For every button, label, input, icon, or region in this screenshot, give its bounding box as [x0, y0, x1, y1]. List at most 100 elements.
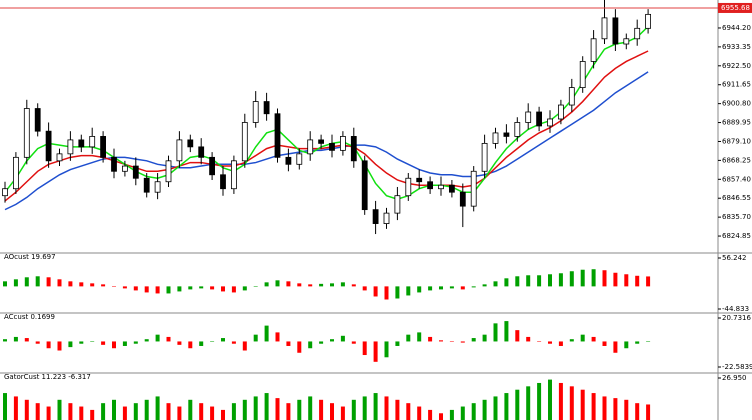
histogram-bar	[624, 341, 629, 349]
histogram-bar	[68, 341, 73, 348]
candle-body	[536, 111, 542, 127]
histogram-bar	[253, 396, 258, 420]
histogram-bar	[122, 286, 127, 289]
y-tick-label: 56.242	[722, 254, 747, 262]
histogram-bar	[449, 286, 454, 289]
histogram-bar	[199, 403, 204, 420]
y-tick-label: 6835.70	[722, 213, 751, 221]
candle-body	[89, 136, 96, 148]
histogram-bar	[166, 286, 171, 294]
histogram-bar	[188, 399, 193, 420]
histogram-bar	[242, 399, 247, 420]
candle-body	[45, 130, 52, 162]
candle-body	[372, 209, 379, 224]
histogram-bar	[122, 341, 127, 346]
histogram-bar	[417, 406, 422, 420]
y-tick-label: 6868.25	[722, 156, 751, 164]
histogram-bar	[362, 341, 367, 356]
histogram-bar	[646, 341, 651, 342]
histogram-bar	[144, 399, 149, 420]
histogram-bar	[613, 341, 618, 353]
histogram-bar	[264, 325, 269, 342]
histogram-bar	[199, 286, 204, 289]
histogram-bar	[13, 279, 18, 287]
histogram-bar	[133, 403, 138, 420]
histogram-bar	[384, 286, 389, 300]
histogram-bar	[286, 281, 291, 287]
histogram-bar	[558, 273, 563, 287]
histogram-bar	[406, 403, 411, 420]
histogram-bar	[101, 284, 106, 287]
histogram-bar	[460, 341, 465, 343]
y-tick-label: 6922.50	[722, 62, 751, 70]
candle-body	[285, 156, 292, 165]
histogram-bar	[253, 286, 258, 287]
candle-body	[612, 17, 619, 45]
candle-body	[230, 160, 237, 190]
histogram-bar	[537, 275, 542, 287]
histogram-bar	[57, 399, 62, 420]
histogram-bar	[330, 283, 334, 287]
histogram-bar	[526, 275, 531, 287]
candle-body	[547, 118, 553, 127]
histogram-bar	[46, 277, 51, 287]
histogram-bar	[471, 403, 476, 420]
histogram-bar	[439, 340, 443, 342]
candle-body	[590, 38, 597, 62]
histogram-bar	[635, 403, 640, 420]
histogram-bar	[210, 286, 215, 290]
histogram-bar	[221, 409, 225, 420]
histogram-bar	[35, 403, 40, 420]
histogram-bar	[144, 286, 149, 293]
candle-body	[339, 136, 346, 151]
y-tick-label: 6900.80	[722, 100, 751, 108]
candle-body	[165, 160, 172, 183]
histogram-bar	[493, 323, 498, 342]
candle-body	[514, 122, 521, 137]
histogram-bar	[362, 396, 367, 420]
y-tick-label: 26.950	[722, 374, 747, 382]
histogram-bar	[635, 341, 640, 344]
histogram-bar	[439, 413, 443, 420]
histogram-bar	[548, 274, 552, 287]
histogram-bar	[515, 330, 520, 342]
candle-body	[307, 139, 314, 155]
y-tick-label: 6911.65	[722, 81, 751, 89]
histogram-bar	[417, 332, 422, 342]
histogram-bar	[537, 382, 542, 420]
histogram-bar	[580, 334, 585, 342]
histogram-bar	[210, 406, 215, 420]
candle-body	[470, 170, 477, 207]
histogram-bar	[166, 336, 171, 342]
candle-body	[56, 153, 63, 162]
histogram-bar	[112, 286, 116, 287]
histogram-bar	[177, 286, 182, 292]
histogram-bar	[319, 283, 324, 287]
histogram-bar	[90, 409, 95, 420]
histogram-bar	[264, 393, 269, 420]
histogram-bar	[493, 396, 498, 420]
panel-title: GatorCust 11.223 -6.317	[4, 373, 91, 381]
histogram-bar	[177, 341, 182, 345]
histogram-bar	[591, 336, 596, 342]
y-tick-label: 6933.35	[722, 43, 751, 51]
histogram-bar	[602, 341, 607, 346]
histogram-bar	[482, 334, 487, 342]
y-tick-label: 6879.10	[722, 137, 751, 145]
histogram-bar	[428, 409, 433, 420]
histogram-bar	[569, 386, 574, 420]
histogram-bar	[308, 284, 313, 287]
histogram-bar	[373, 341, 378, 362]
histogram-bar	[646, 276, 651, 287]
candle-body	[558, 104, 564, 120]
histogram-bar	[79, 282, 84, 287]
histogram-bar	[275, 280, 280, 287]
histogram-bar	[428, 286, 433, 291]
histogram-bar	[602, 396, 607, 420]
histogram-bar	[504, 278, 509, 287]
histogram-bar	[591, 393, 596, 420]
candle-body	[318, 139, 325, 144]
histogram-bar	[253, 334, 258, 342]
candle-body	[427, 181, 434, 190]
